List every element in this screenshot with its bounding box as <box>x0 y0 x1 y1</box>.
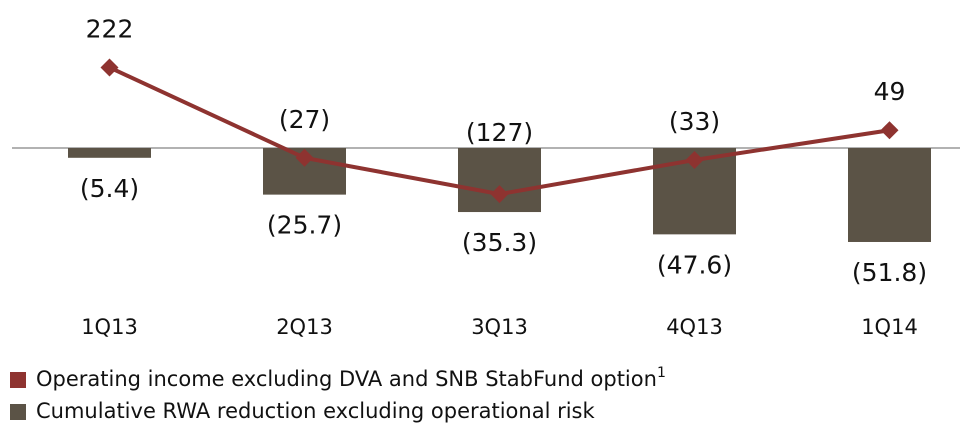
line-value-label: (27) <box>279 105 330 134</box>
x-tick-label: 1Q13 <box>81 315 138 339</box>
bar-value-label: (25.7) <box>267 211 342 240</box>
bar-value-label: (35.3) <box>462 228 537 257</box>
bar-value-label: (47.6) <box>657 250 732 279</box>
x-tick-label: 3Q13 <box>471 315 528 339</box>
bar-value-label: (5.4) <box>80 174 139 203</box>
legend-label: Cumulative RWA reduction excluding opera… <box>36 399 596 423</box>
line-marker <box>880 121 899 140</box>
legend-label: Operating income excluding DVA and SNB S… <box>36 365 666 391</box>
line-marker <box>490 185 509 204</box>
legend-swatch <box>10 372 26 388</box>
legend-swatch <box>10 404 26 420</box>
bar <box>68 148 151 158</box>
legend-footnote: 1 <box>657 365 666 381</box>
line-marker <box>295 148 314 167</box>
line-marker <box>685 150 704 169</box>
line-value-label: 222 <box>86 14 134 43</box>
line-value-label: (33) <box>669 107 720 136</box>
legend-name: Operating income excluding DVA and SNB S… <box>36 367 657 391</box>
line-value-label: (127) <box>466 118 533 147</box>
bar <box>848 148 931 242</box>
legend-name: Cumulative RWA reduction excluding opera… <box>36 399 596 423</box>
line-value-label: 49 <box>874 77 906 106</box>
bar-value-label: (51.8) <box>852 258 927 287</box>
x-tick-label: 4Q13 <box>666 315 723 339</box>
x-tick-label: 2Q13 <box>276 315 333 339</box>
line-marker <box>100 58 119 77</box>
x-tick-label: 1Q14 <box>861 315 918 339</box>
